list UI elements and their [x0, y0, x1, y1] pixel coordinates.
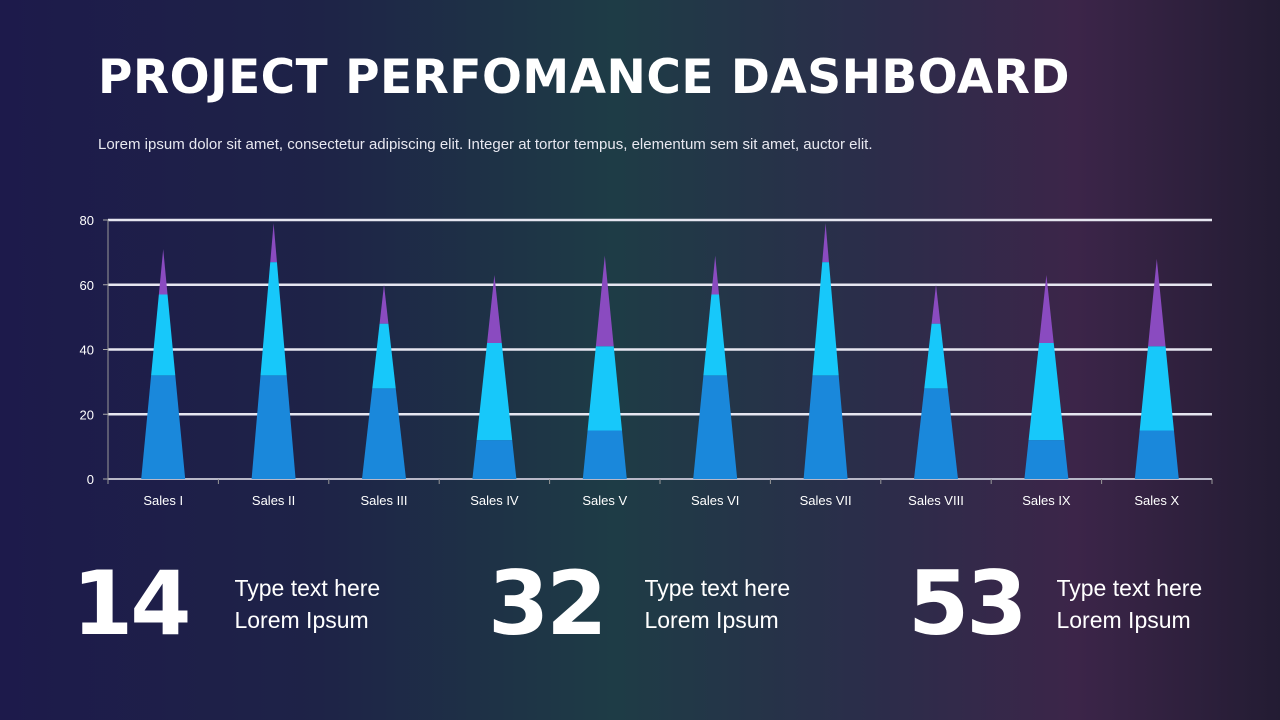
stat-sublabel: Lorem Ipsum [644, 607, 779, 633]
cone-segment [251, 375, 296, 479]
cone-segment [1148, 258, 1166, 347]
page-subtitle: Lorem ipsum dolor sit amet, consectetur … [98, 136, 873, 153]
cone-segment [372, 323, 396, 389]
cone-segment [141, 375, 186, 479]
cone-segment [487, 275, 502, 344]
cone-segment [582, 430, 627, 479]
cone-segment [1028, 343, 1065, 441]
cone-segment [711, 255, 720, 295]
cone-segment [931, 284, 941, 324]
cone-segment [476, 343, 513, 441]
cone-segment [151, 294, 176, 376]
cone-segment [595, 255, 614, 347]
x-tick-label: Sales I [143, 493, 183, 508]
x-tick-label: Sales VIII [908, 493, 964, 508]
x-tick-label: Sales III [361, 493, 408, 508]
cone-segment [260, 262, 287, 376]
cone-segment [703, 294, 727, 376]
cone-segment [270, 223, 277, 263]
cone-segment [803, 375, 848, 479]
cone-segment [379, 284, 389, 324]
x-tick-label: Sales V [582, 493, 627, 508]
cone-segment [924, 323, 948, 389]
cone-segment [812, 262, 839, 376]
cone-segment [1139, 346, 1174, 431]
page-title: PROJECT PERFOMANCE DASHBOARD [98, 50, 1071, 105]
stat-value: 14 [72, 552, 191, 655]
cone-segment [1134, 430, 1179, 479]
cone-segment [822, 223, 829, 263]
cone-segment [693, 375, 738, 479]
y-tick-label: 20 [80, 407, 94, 422]
cone-segment [362, 388, 406, 479]
x-tick-label: Sales VI [691, 493, 739, 508]
cone-segment [1024, 440, 1069, 479]
y-tick-label: 0 [87, 472, 94, 487]
stat-label: Type text here [234, 575, 381, 601]
x-tick-label: Sales VII [800, 493, 852, 508]
y-tick-label: 60 [80, 278, 94, 293]
stat-label: Type text here [644, 575, 791, 601]
cone-segment [472, 440, 517, 479]
stat-value: 32 [488, 552, 607, 655]
stat-2: 32 Type text here Lorem Ipsum [488, 560, 790, 648]
stat-1: 14 Type text here Lorem Ipsum [72, 560, 380, 648]
cone-segment [158, 249, 168, 295]
stat-sublabel: Lorem Ipsum [1056, 607, 1191, 633]
x-tick-label: Sales IV [470, 493, 519, 508]
y-tick-label: 80 [80, 213, 94, 228]
x-tick-label: Sales II [252, 493, 295, 508]
x-tick-label: Sales IX [1022, 493, 1071, 508]
stat-sublabel: Lorem Ipsum [234, 607, 369, 633]
stat-label: Type text here [1056, 575, 1203, 601]
cone-segment [914, 388, 958, 479]
cone-segment [1039, 275, 1054, 344]
cone-segment [587, 346, 623, 431]
y-tick-label: 40 [80, 343, 94, 358]
stat-value: 53 [908, 552, 1027, 655]
x-tick-label: Sales X [1134, 493, 1179, 508]
stat-3: 53 Type text here Lorem Ipsum [908, 560, 1202, 648]
